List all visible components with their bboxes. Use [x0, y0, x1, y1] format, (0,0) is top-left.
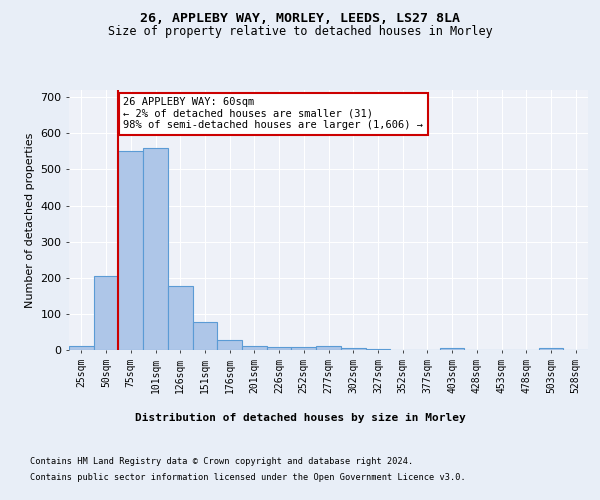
Bar: [217, 340, 242, 350]
Bar: [94, 276, 118, 350]
Text: 26, APPLEBY WAY, MORLEY, LEEDS, LS27 8LA: 26, APPLEBY WAY, MORLEY, LEEDS, LS27 8LA: [140, 12, 460, 26]
Text: 26 APPLEBY WAY: 60sqm
← 2% of detached houses are smaller (31)
98% of semi-detac: 26 APPLEBY WAY: 60sqm ← 2% of detached h…: [124, 97, 424, 130]
Bar: [168, 286, 193, 350]
Bar: [242, 346, 267, 350]
Bar: [118, 152, 143, 350]
Bar: [69, 346, 94, 350]
Bar: [267, 347, 292, 350]
Text: Contains public sector information licensed under the Open Government Licence v3: Contains public sector information licen…: [30, 472, 466, 482]
Bar: [193, 322, 217, 350]
Bar: [365, 349, 390, 350]
Text: Contains HM Land Registry data © Crown copyright and database right 2024.: Contains HM Land Registry data © Crown c…: [30, 458, 413, 466]
Text: Distribution of detached houses by size in Morley: Distribution of detached houses by size …: [134, 412, 466, 422]
Bar: [440, 348, 464, 350]
Bar: [341, 348, 365, 350]
Bar: [539, 348, 563, 350]
Text: Size of property relative to detached houses in Morley: Size of property relative to detached ho…: [107, 25, 493, 38]
Bar: [143, 148, 168, 350]
Bar: [292, 347, 316, 350]
Y-axis label: Number of detached properties: Number of detached properties: [25, 132, 35, 308]
Bar: [316, 346, 341, 350]
